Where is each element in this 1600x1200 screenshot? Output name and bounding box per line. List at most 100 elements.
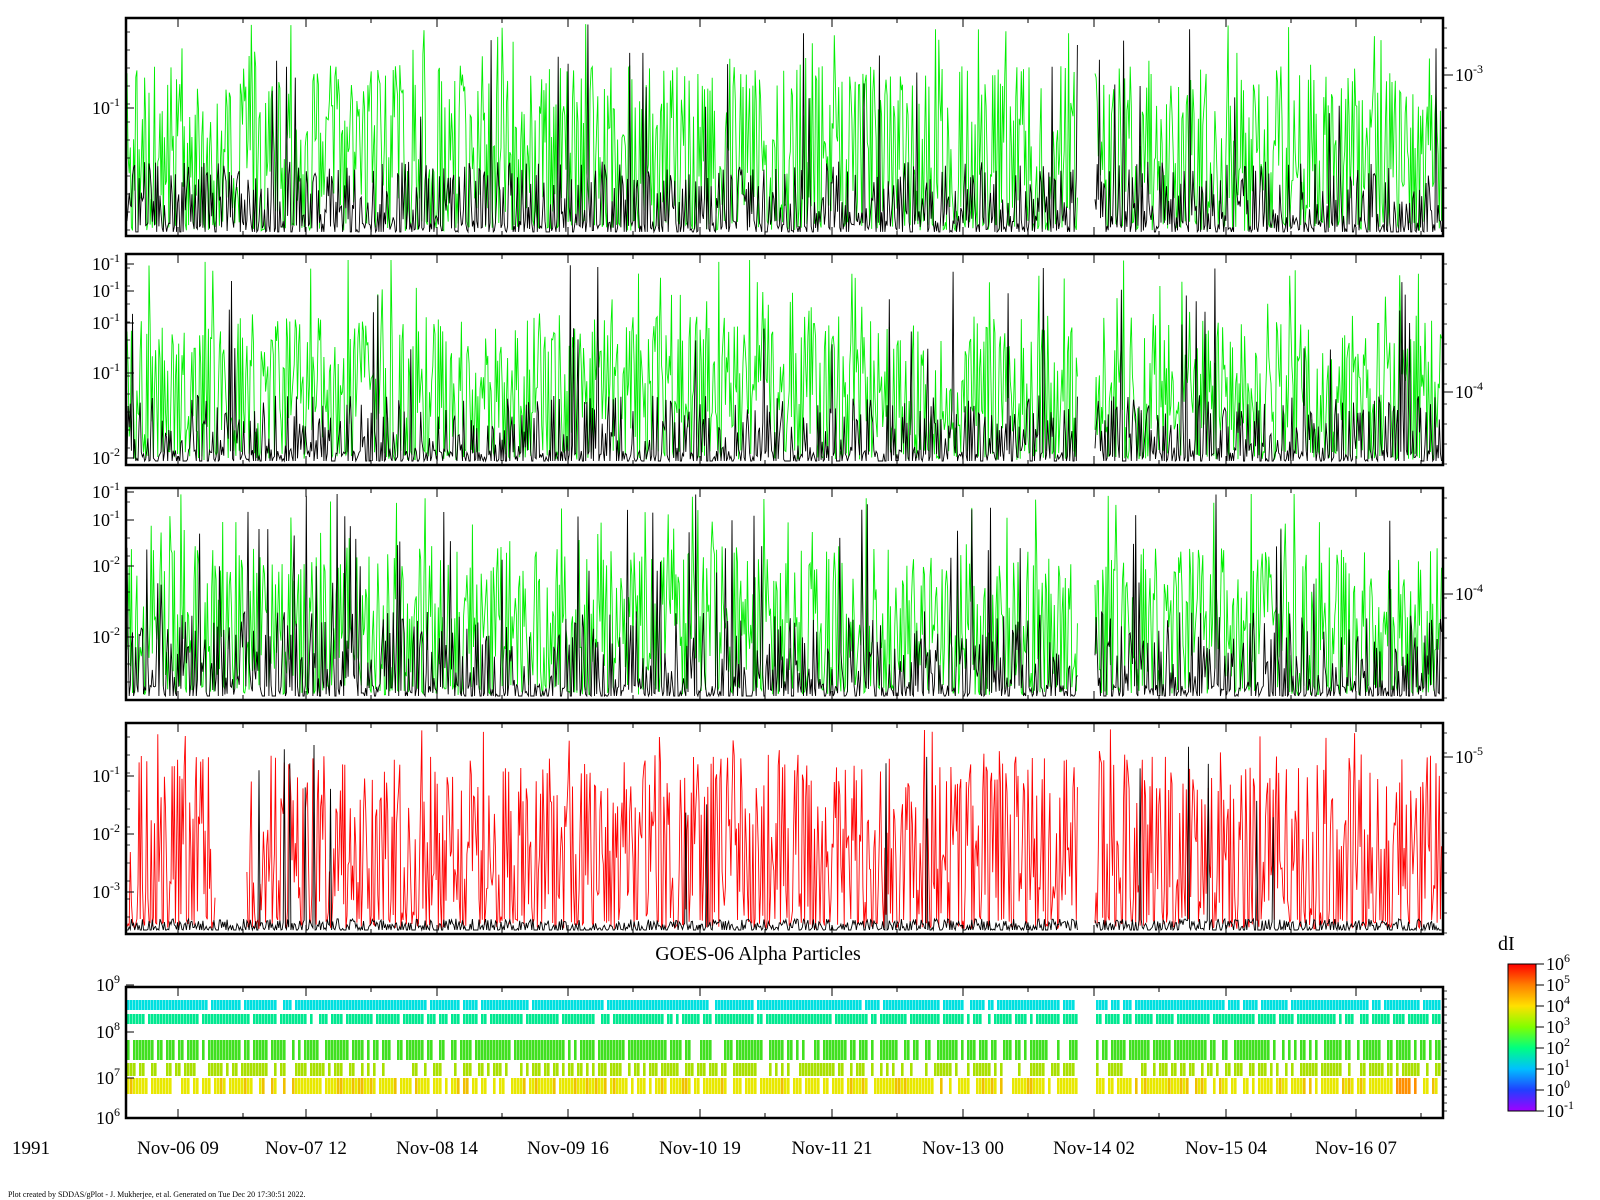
- heatmap-cell: [736, 1014, 739, 1024]
- heatmap-cell: [928, 1040, 931, 1060]
- heatmap-cell: [1363, 1040, 1366, 1060]
- heatmap-cell: [1312, 1000, 1315, 1010]
- heatmap-cell: [214, 1000, 217, 1010]
- heatmap-cell: [1348, 1014, 1351, 1024]
- heatmap-cell: [1129, 1014, 1132, 1024]
- heatmap-cell: [943, 1040, 946, 1060]
- heatmap-cell: [496, 1040, 499, 1060]
- colorbar-tick-label: 101: [1546, 1056, 1570, 1079]
- heatmap-cell: [454, 1000, 457, 1010]
- heatmap-cell: [814, 1040, 817, 1060]
- heatmap-cell: [337, 1078, 340, 1094]
- heatmap-cell: [367, 1014, 370, 1024]
- heatmap-cell: [178, 1040, 181, 1060]
- heatmap-cell: [901, 1078, 904, 1094]
- heatmap-cell: [898, 1014, 901, 1024]
- heatmap-cell: [1243, 1000, 1246, 1010]
- heatmap-cell: [1315, 1014, 1318, 1024]
- heatmap-cell: [370, 1000, 373, 1010]
- heatmap-cell: [1096, 1078, 1099, 1094]
- heatmap-cell: [1075, 1078, 1078, 1094]
- heatmap-cell: [1057, 1040, 1060, 1060]
- heatmap-cell: [925, 1063, 928, 1076]
- heatmap-cell: [1294, 1000, 1297, 1010]
- heatmap-cell: [1135, 1000, 1138, 1010]
- heatmap-cell: [835, 1014, 838, 1024]
- heatmap-cell: [706, 1000, 709, 1010]
- heatmap-cell: [1258, 1063, 1261, 1076]
- heatmap-cell: [376, 1014, 379, 1024]
- heatmap-cell: [718, 1078, 721, 1094]
- heatmap-cell: [325, 1078, 328, 1094]
- heatmap-cell: [838, 1078, 841, 1094]
- heatmap-cell: [946, 1040, 949, 1060]
- heatmap-cell: [730, 1014, 733, 1024]
- heatmap-cell: [688, 1000, 691, 1010]
- heatmap-cell: [673, 1063, 676, 1076]
- heatmap-cell: [748, 1000, 751, 1010]
- heatmap-cell: [535, 1014, 538, 1024]
- heatmap-cell: [592, 1000, 595, 1010]
- heatmap-cell: [397, 1040, 400, 1060]
- heatmap-cell: [1126, 1014, 1129, 1024]
- heatmap-cell: [166, 1000, 169, 1010]
- heatmap-cell: [727, 1000, 730, 1010]
- heatmap-cell: [1153, 1000, 1156, 1010]
- heatmap-cell: [313, 1000, 316, 1010]
- heatmap-cell: [193, 1078, 196, 1094]
- heatmap-cell: [382, 1078, 385, 1094]
- heatmap-cell: [616, 1040, 619, 1060]
- heatmap-cell: [625, 1078, 628, 1094]
- panel-3-series-1: [126, 493, 1442, 698]
- y-tick-label: 10-1: [92, 278, 120, 301]
- heatmap-cell: [1240, 1040, 1243, 1060]
- heatmap-cell: [451, 1078, 454, 1094]
- heatmap-cell: [1309, 1063, 1312, 1076]
- heatmap-cell: [1108, 1063, 1111, 1076]
- heatmap-cell: [298, 1078, 301, 1094]
- heatmap-cell: [1261, 1000, 1264, 1010]
- heatmap-cell: [1240, 1014, 1243, 1024]
- heatmap-cell: [1120, 1040, 1123, 1060]
- heatmap-cell: [1417, 1014, 1420, 1024]
- heatmap-cell: [262, 1040, 265, 1060]
- heatmap-cell: [901, 1063, 904, 1076]
- heatmap-cell: [811, 1000, 814, 1010]
- heatmap-cell: [979, 1040, 982, 1060]
- panel-4-frame: [124, 721, 1445, 936]
- heatmap-cell: [862, 1040, 865, 1060]
- heatmap-cell: [601, 1040, 604, 1060]
- heatmap-cell: [1339, 1063, 1342, 1076]
- heatmap-cell: [1201, 1000, 1204, 1010]
- heatmap-cell: [1195, 1000, 1198, 1010]
- heatmap-cell: [826, 1040, 829, 1060]
- heatmap-cell: [1186, 1000, 1189, 1010]
- heatmap-cell: [1276, 1078, 1279, 1094]
- heatmap-cell: [910, 1014, 913, 1024]
- heatmap-cell: [649, 1040, 652, 1060]
- heatmap-cell: [886, 1000, 889, 1010]
- heatmap-cell: [805, 1014, 808, 1024]
- heatmap-cell: [1234, 1063, 1237, 1076]
- heatmap-cell: [898, 1078, 901, 1094]
- heatmap-cell: [328, 1040, 331, 1060]
- heatmap-cell: [409, 1000, 412, 1010]
- heatmap-cell: [865, 1000, 868, 1010]
- heatmap-cell: [982, 1063, 985, 1076]
- heatmap-cell: [745, 1014, 748, 1024]
- heatmap-cell: [808, 1078, 811, 1094]
- heatmap-cell: [568, 1040, 571, 1060]
- heatmap-cell: [1063, 1014, 1066, 1024]
- heatmap-cell: [412, 1000, 415, 1010]
- heatmap-cell: [1261, 1014, 1264, 1024]
- heatmap-cell: [1051, 1000, 1054, 1010]
- heatmap-cell: [634, 1040, 637, 1060]
- heatmap-cell: [649, 1078, 652, 1094]
- heatmap-cell: [160, 1040, 163, 1060]
- heatmap-cell: [376, 1040, 379, 1060]
- heatmap-cell: [802, 1000, 805, 1010]
- heatmap-cell: [661, 1078, 664, 1094]
- heatmap-cell: [859, 1078, 862, 1094]
- heatmap-cell: [1411, 1014, 1414, 1024]
- colorbar-label: dI: [1498, 933, 1515, 955]
